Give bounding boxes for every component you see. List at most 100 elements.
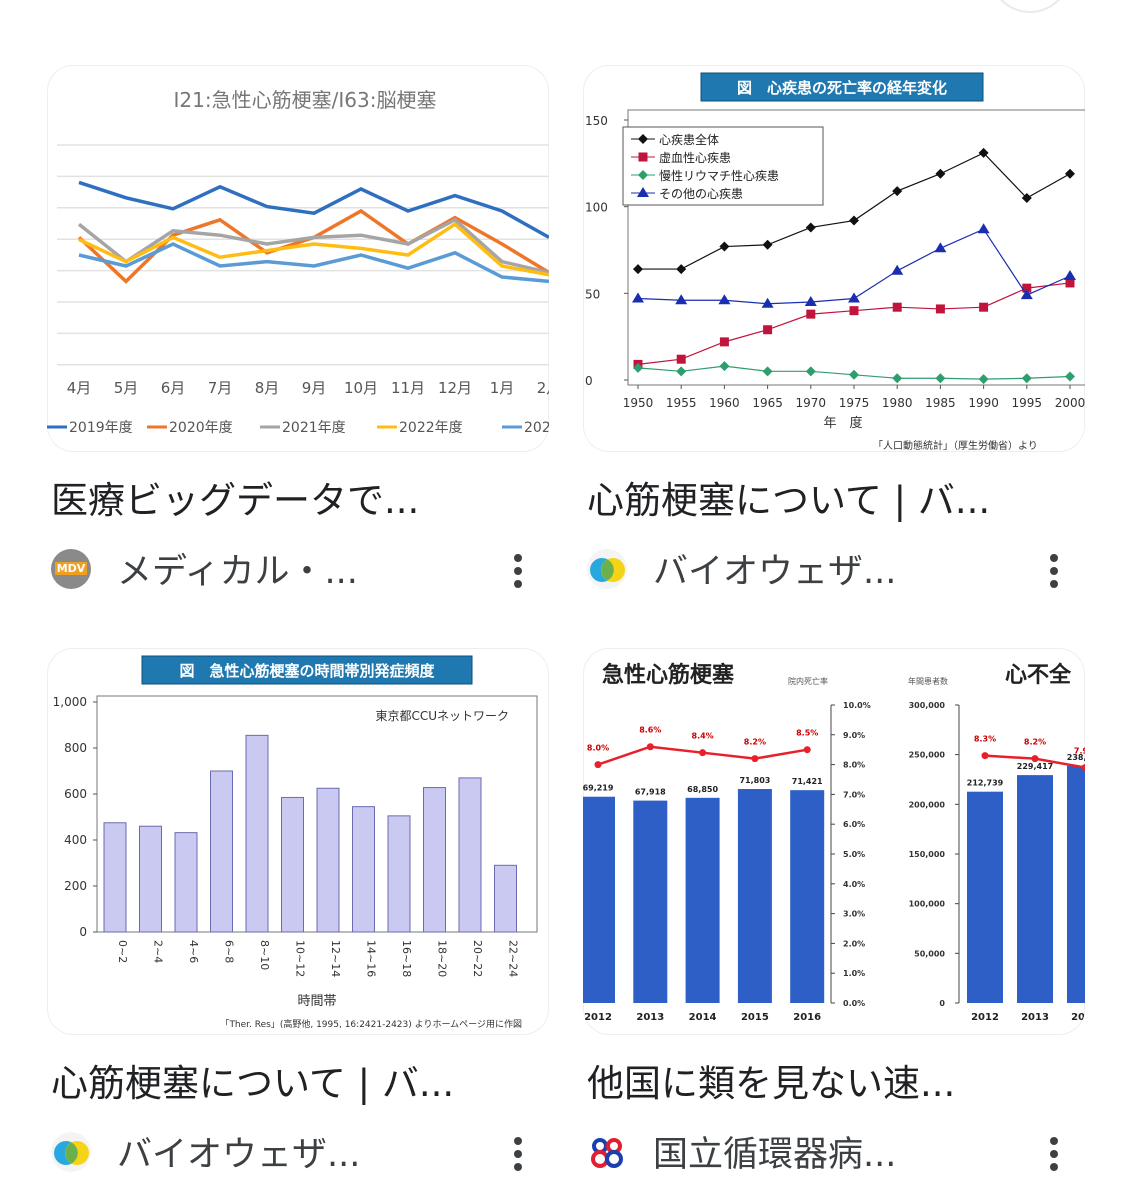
series-line <box>78 222 549 277</box>
marker <box>848 292 860 303</box>
bar <box>458 777 482 933</box>
marker <box>676 366 687 377</box>
x-tick-label: 2000 <box>1055 396 1085 410</box>
y-tick-label: 100,000 <box>909 900 946 909</box>
line-value-label: 8.2% <box>1024 738 1046 747</box>
marker <box>633 362 643 373</box>
series-line <box>77 217 549 275</box>
result-source[interactable]: バイオウェザ... <box>653 552 897 592</box>
bar-value-label: 68,850 <box>687 785 718 794</box>
result-source[interactable]: バイオウェザ... <box>117 1135 361 1175</box>
marker <box>849 215 859 226</box>
more-menu[interactable] <box>1049 1136 1059 1172</box>
bar <box>685 797 720 1003</box>
bar-value-label: 238,840 <box>1067 753 1085 762</box>
marker <box>935 373 946 384</box>
marker <box>676 264 687 275</box>
x-tick-label: 1970 <box>796 396 827 410</box>
bar <box>352 806 375 933</box>
series-line <box>78 242 549 284</box>
marker <box>892 186 903 197</box>
bar <box>139 825 162 933</box>
x-tick-label: 2~4 <box>152 940 165 963</box>
legend-label: 2019年度 <box>69 420 133 436</box>
marker <box>981 752 989 760</box>
bar <box>583 796 615 1003</box>
marker <box>1065 168 1075 179</box>
legend-label: 慢性リウマチ性心疾患 <box>659 168 779 183</box>
bar <box>281 796 304 933</box>
bar <box>387 815 411 933</box>
marker <box>805 222 816 233</box>
marker <box>632 292 644 303</box>
bar <box>174 832 198 933</box>
x-tick-label: 2015 <box>741 1012 769 1023</box>
thumbnail-chart: 図 心疾患の死亡率の経年変化 0 50 100 150 1950 1955 1960 1965 1… <box>585 72 1085 452</box>
source-icon: MDV <box>51 549 91 589</box>
line-value-label: 8.5% <box>796 729 818 738</box>
x-tick-label: 2014 <box>1071 1012 1085 1023</box>
x-tick-label: 1990 <box>968 396 999 410</box>
marker <box>806 309 816 319</box>
marker <box>891 264 904 275</box>
source-icon <box>587 549 627 589</box>
thumbnail[interactable]: 急性心筋梗塞 院内死亡率 0.0% 1.0% 2.0% 3.0% 4.0% 5.0% 6.0% 7… <box>583 648 1085 1035</box>
y-tick-label: 800 <box>64 741 87 755</box>
x-tick-label: 2012 <box>971 1012 999 1023</box>
x-tick-label: 12~14 <box>329 940 342 977</box>
line-value-label: 8.6% <box>639 726 661 735</box>
title-box <box>700 72 984 102</box>
x-tick-label: 12月 <box>438 379 472 397</box>
source-note: 「人口動態統計」（厚生労働省）より <box>873 439 1038 452</box>
bar <box>245 734 269 933</box>
x-tick-label: 1960 <box>709 396 740 410</box>
bar <box>633 800 668 1003</box>
partial-button <box>1000 0 1060 13</box>
chart-title: 心不全 <box>1005 662 1072 688</box>
marker <box>1065 371 1075 382</box>
result-title[interactable]: 心筋梗塞について | バ... <box>587 479 991 522</box>
x-tick-label: 9月 <box>302 379 327 397</box>
x-axis-label: 時間帯 <box>297 994 336 1009</box>
thumbnail[interactable]: I21:急性心筋梗塞/I63:脳梗塞 4月 5月 6月 7月 8月 9月 10月 11月 12月 1… <box>47 65 549 452</box>
x-tick-label: 5月 <box>114 379 139 397</box>
x-tick-label: 2月 <box>537 379 549 397</box>
legend-label: 2021年度 <box>282 420 346 436</box>
x-tick-label: 22~24 <box>507 940 520 977</box>
bar <box>1017 775 1053 1003</box>
source-note: 「Ther. Res」(高野他, 1995, 16:2421-2423) よりホ… <box>220 1018 522 1030</box>
y-tick-label: 50 <box>585 287 600 301</box>
thumbnail[interactable]: 図 心疾患の死亡率の経年変化 0 50 100 150 1950 1955 1960 1965 1… <box>583 65 1085 452</box>
marker <box>1081 764 1085 772</box>
marker <box>699 749 707 757</box>
y2-tick-label: 3.0% <box>843 910 865 919</box>
more-menu[interactable] <box>1049 553 1059 589</box>
marker <box>979 302 989 312</box>
plot-frame <box>627 109 1085 386</box>
marker <box>977 223 990 234</box>
thumbnail[interactable]: 図 急性心筋梗塞の時間帯別発症頻度 0 200 400 600 800 1,000 東京都CC… <box>47 648 549 1035</box>
chart-title: 図 心疾患の死亡率の経年変化 <box>737 79 947 97</box>
y-tick-label: 150 <box>585 114 608 128</box>
icon-text: MDV <box>57 562 86 575</box>
more-menu[interactable] <box>513 553 523 589</box>
bar <box>967 791 1003 1003</box>
marker <box>751 755 759 763</box>
series-line <box>78 180 549 239</box>
result-source[interactable]: メディカル・... <box>117 552 358 592</box>
y-tick-label: 100 <box>585 201 608 215</box>
result-title[interactable]: 心筋梗塞について | バ... <box>51 1062 455 1105</box>
marker <box>1021 373 1032 384</box>
y2-tick-label: 0.0% <box>843 999 865 1008</box>
result-title[interactable]: 医療ビッグデータで... <box>51 479 420 522</box>
x-tick-label: 2014 <box>689 1012 717 1023</box>
y-tick-label: 150,000 <box>909 850 946 859</box>
y2-tick-label: 1.0% <box>843 969 865 978</box>
x-tick-label: 4月 <box>67 379 92 397</box>
result-source[interactable]: 国立循環器病... <box>653 1135 897 1175</box>
marker <box>719 241 730 252</box>
y-tick-label: 200,000 <box>909 800 946 809</box>
marker <box>646 743 654 751</box>
result-title[interactable]: 他国に類を見ない速... <box>587 1062 956 1105</box>
more-menu[interactable] <box>513 1136 523 1172</box>
